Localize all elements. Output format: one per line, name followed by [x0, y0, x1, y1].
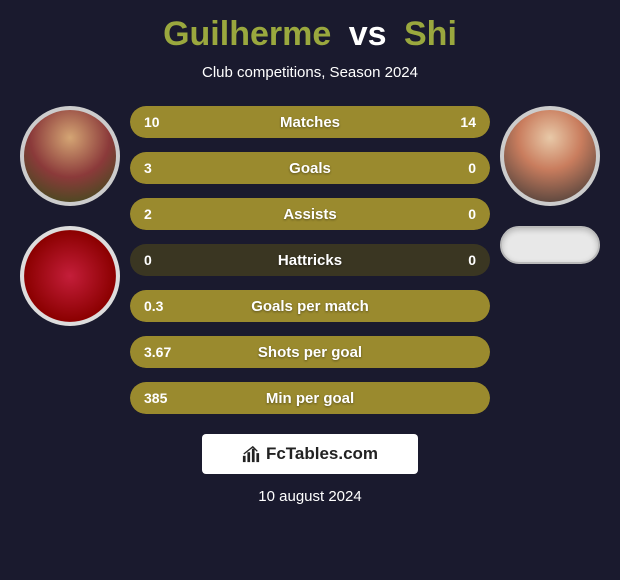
vs-separator: vs — [349, 15, 387, 53]
stat-row: 0.3 Goals per match — [130, 290, 490, 322]
stat-value-left: 0.3 — [144, 298, 163, 314]
stat-value-left: 3 — [144, 160, 152, 176]
stat-value-left: 2 — [144, 206, 152, 222]
subtitle: Club competitions, Season 2024 — [202, 64, 418, 81]
brand-text: FcTables.com — [266, 444, 378, 464]
stat-value-right: 0 — [468, 160, 476, 176]
stat-label: Goals per match — [251, 298, 369, 315]
stat-label: Min per goal — [266, 390, 354, 407]
stat-value-right: 14 — [460, 114, 476, 130]
footer: FcTables.com 10 august 2024 — [202, 434, 418, 505]
stat-value-right: 0 — [468, 252, 476, 268]
stat-value-left: 10 — [144, 114, 160, 130]
stat-label: Assists — [283, 206, 336, 223]
stat-value-right: 0 — [468, 206, 476, 222]
date-text: 10 august 2024 — [258, 488, 361, 505]
stat-value-left: 385 — [144, 390, 167, 406]
player2-avatar — [500, 106, 600, 206]
page-title: Guilherme vs Shi — [163, 15, 457, 54]
stat-row: 2 Assists 0 — [130, 198, 490, 230]
player1-name: Guilherme — [163, 15, 331, 53]
stat-row: 0 Hattricks 0 — [130, 244, 490, 276]
player1-club-badge — [20, 226, 120, 326]
stat-row: 385 Min per goal — [130, 382, 490, 414]
stat-row: 3.67 Shots per goal — [130, 336, 490, 368]
player1-column — [10, 106, 130, 326]
stat-label: Shots per goal — [258, 344, 362, 361]
main-comparison: 10 Matches 14 3 Goals 0 2 Assists 0 0 Hattricks 0 0.… — [0, 106, 620, 414]
stat-row: 3 Goals 0 — [130, 152, 490, 184]
player1-avatar — [20, 106, 120, 206]
stat-value-left: 3.67 — [144, 344, 171, 360]
player2-club-badge — [500, 226, 600, 264]
stats-list: 10 Matches 14 3 Goals 0 2 Assists 0 0 Hattricks 0 0.… — [130, 106, 490, 414]
stat-row: 10 Matches 14 — [130, 106, 490, 138]
stat-label: Hattricks — [278, 252, 342, 269]
chart-icon — [242, 445, 260, 463]
stat-label: Goals — [289, 160, 331, 177]
brand-attribution: FcTables.com — [202, 434, 418, 474]
stat-label: Matches — [280, 114, 340, 131]
stat-value-left: 0 — [144, 252, 152, 268]
comparison-infographic: Guilherme vs Shi Club competitions, Seas… — [0, 0, 620, 580]
player2-column — [490, 106, 610, 264]
player2-name: Shi — [404, 15, 457, 53]
